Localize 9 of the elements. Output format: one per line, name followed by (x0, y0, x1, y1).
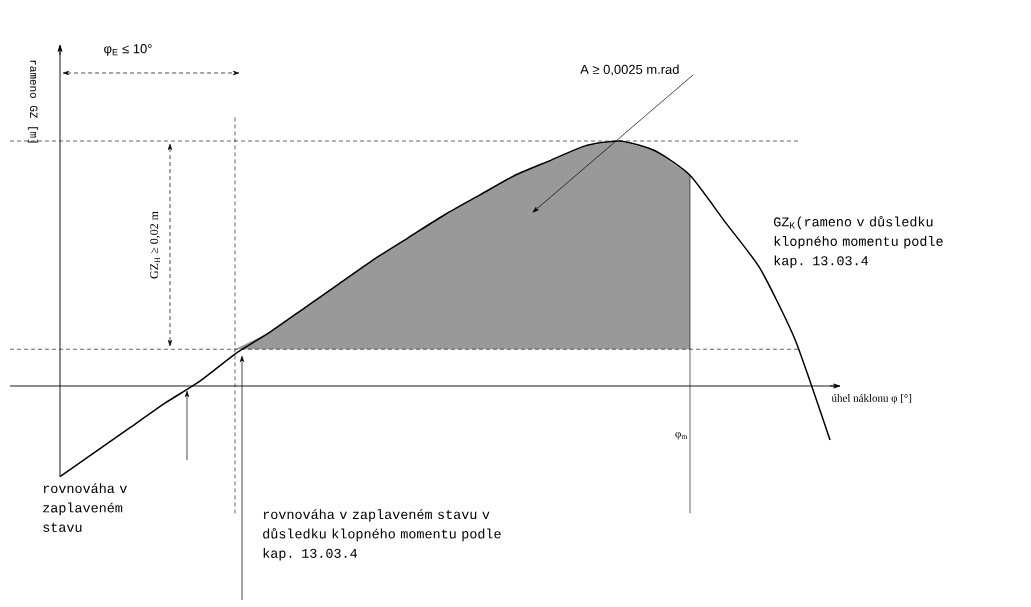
annotation: φ$_{m}$ (675, 432, 688, 440)
x-axis-title: úhel náklonu φ [°] (831, 394, 912, 404)
y-axis-title: rameno GZ [m] (27, 60, 39, 143)
text: A ≥ 0,0025 m.rad (580, 64, 679, 76)
text: φ$_{E}$ ≤ 10° (104, 44, 152, 56)
annotation: GZ$_{K}$(rameno v důsledku klopného momentu podle kap. 13.03.4 (773, 216, 943, 268)
annotation: GZ$_{H}$ ≥ 0,02 m (150, 211, 160, 279)
text: rovnováha v zaplaveném stavu v důsledku klopného momentu podle kap. 13.03.4 (263, 509, 501, 561)
text: rovnováha v zaplaveném stavu (43, 483, 127, 532)
